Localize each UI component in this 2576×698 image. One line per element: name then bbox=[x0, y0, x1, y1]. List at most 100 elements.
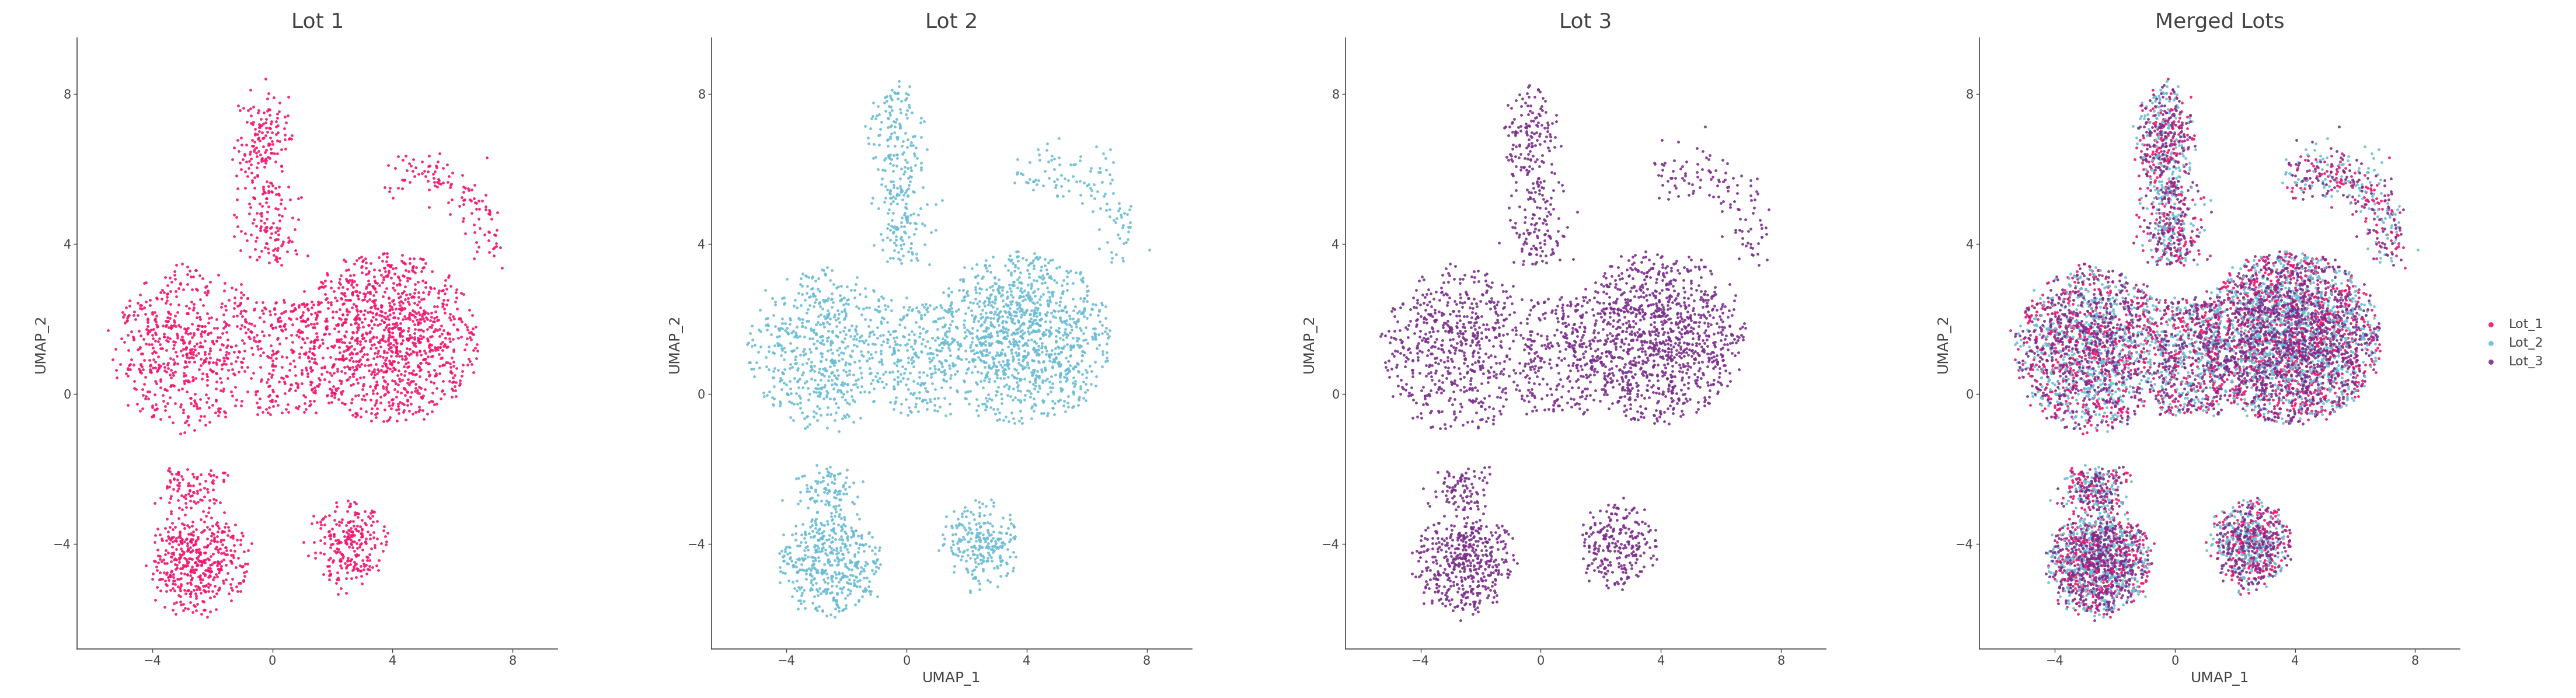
Point bbox=[994, 551, 1036, 562]
Lot_1 bbox=[2269, 320, 2311, 331]
Lot_1 bbox=[2084, 595, 2125, 607]
Point bbox=[1025, 165, 1066, 177]
Lot_1 bbox=[2048, 575, 2089, 586]
Lot_3 bbox=[2022, 344, 2063, 355]
Lot_3 bbox=[2303, 338, 2344, 349]
Lot_1 bbox=[2128, 566, 2169, 577]
Point bbox=[1654, 258, 1695, 269]
Lot_2 bbox=[2009, 341, 2050, 352]
Point bbox=[1636, 302, 1677, 313]
Point bbox=[1422, 343, 1463, 355]
Point bbox=[1404, 274, 1445, 285]
Lot_2 bbox=[2061, 558, 2102, 569]
Lot_2 bbox=[2262, 417, 2303, 429]
Point bbox=[976, 309, 1018, 320]
Point bbox=[188, 537, 229, 549]
Point bbox=[410, 346, 451, 357]
Point bbox=[1517, 328, 1558, 339]
Point bbox=[1404, 598, 1445, 609]
Lot_1 bbox=[2048, 569, 2089, 580]
Lot_3 bbox=[2092, 347, 2133, 358]
Point bbox=[1600, 341, 1641, 352]
Point bbox=[1396, 295, 1437, 306]
Lot_1 bbox=[2365, 195, 2406, 207]
Lot_1 bbox=[2074, 530, 2115, 541]
Lot_3 bbox=[2257, 336, 2298, 348]
Lot_3 bbox=[2097, 362, 2138, 373]
Point bbox=[1455, 517, 1497, 528]
Lot_1 bbox=[2306, 353, 2347, 364]
Lot_3 bbox=[2318, 288, 2360, 299]
Point bbox=[1695, 165, 1736, 176]
Lot_1 bbox=[2177, 304, 2218, 315]
Lot_1 bbox=[2074, 554, 2115, 565]
Lot_3 bbox=[2318, 327, 2360, 339]
Point bbox=[343, 558, 384, 570]
Lot_3 bbox=[2293, 137, 2334, 148]
Point bbox=[376, 346, 417, 357]
Point bbox=[1054, 341, 1095, 352]
Lot_3 bbox=[2074, 473, 2115, 484]
Point bbox=[809, 540, 850, 551]
Point bbox=[1030, 386, 1072, 397]
Point bbox=[783, 359, 824, 370]
Lot_3 bbox=[2241, 299, 2282, 311]
Lot_3 bbox=[2236, 267, 2277, 279]
Point bbox=[193, 477, 234, 489]
Lot_1 bbox=[2128, 558, 2169, 570]
Point bbox=[994, 306, 1036, 317]
Point bbox=[1404, 399, 1445, 410]
Lot_2 bbox=[2074, 463, 2115, 474]
Point bbox=[294, 357, 335, 368]
Point bbox=[871, 186, 912, 197]
Lot_1 bbox=[2298, 386, 2339, 397]
Point bbox=[886, 134, 927, 145]
Lot_1 bbox=[2087, 604, 2128, 616]
Point bbox=[381, 288, 422, 299]
Point bbox=[397, 262, 438, 273]
Point bbox=[258, 234, 299, 245]
Point bbox=[379, 297, 420, 308]
Lot_3 bbox=[2228, 499, 2269, 510]
Lot_1 bbox=[2239, 348, 2280, 359]
Lot_3 bbox=[2017, 342, 2058, 353]
Point bbox=[245, 222, 286, 233]
Lot_1 bbox=[2130, 324, 2172, 335]
Point bbox=[760, 383, 801, 394]
Point bbox=[1664, 344, 1705, 355]
Point bbox=[170, 542, 211, 553]
Point bbox=[1455, 525, 1497, 536]
Point bbox=[1432, 492, 1473, 503]
Lot_2 bbox=[2236, 533, 2277, 544]
Point bbox=[152, 575, 193, 586]
Lot_2 bbox=[2112, 556, 2154, 567]
Lot_1 bbox=[2107, 542, 2148, 553]
Point bbox=[165, 337, 206, 348]
Lot_3 bbox=[2138, 228, 2179, 239]
Lot_3 bbox=[2257, 335, 2298, 346]
Point bbox=[855, 558, 896, 569]
Lot_3 bbox=[2141, 142, 2182, 153]
Lot_1 bbox=[2223, 517, 2264, 528]
Point bbox=[167, 348, 209, 359]
Lot_1 bbox=[2184, 326, 2226, 337]
Point bbox=[317, 537, 358, 549]
Lot_3 bbox=[2079, 548, 2120, 559]
Point bbox=[1646, 403, 1687, 414]
Point bbox=[837, 272, 878, 283]
Point bbox=[1582, 383, 1623, 394]
Lot_2 bbox=[2339, 378, 2380, 389]
Lot_2 bbox=[2285, 318, 2326, 329]
Lot_1 bbox=[2154, 349, 2195, 360]
Point bbox=[878, 118, 920, 129]
Lot_1 bbox=[2357, 342, 2398, 353]
Point bbox=[817, 519, 858, 530]
Point bbox=[871, 176, 912, 187]
Lot_2 bbox=[2117, 368, 2159, 379]
Lot_2 bbox=[2329, 189, 2370, 200]
Point bbox=[894, 348, 935, 359]
Point bbox=[1587, 350, 1628, 362]
Point bbox=[860, 348, 902, 359]
Lot_2 bbox=[2298, 350, 2339, 362]
Lot_3 bbox=[2143, 101, 2184, 112]
